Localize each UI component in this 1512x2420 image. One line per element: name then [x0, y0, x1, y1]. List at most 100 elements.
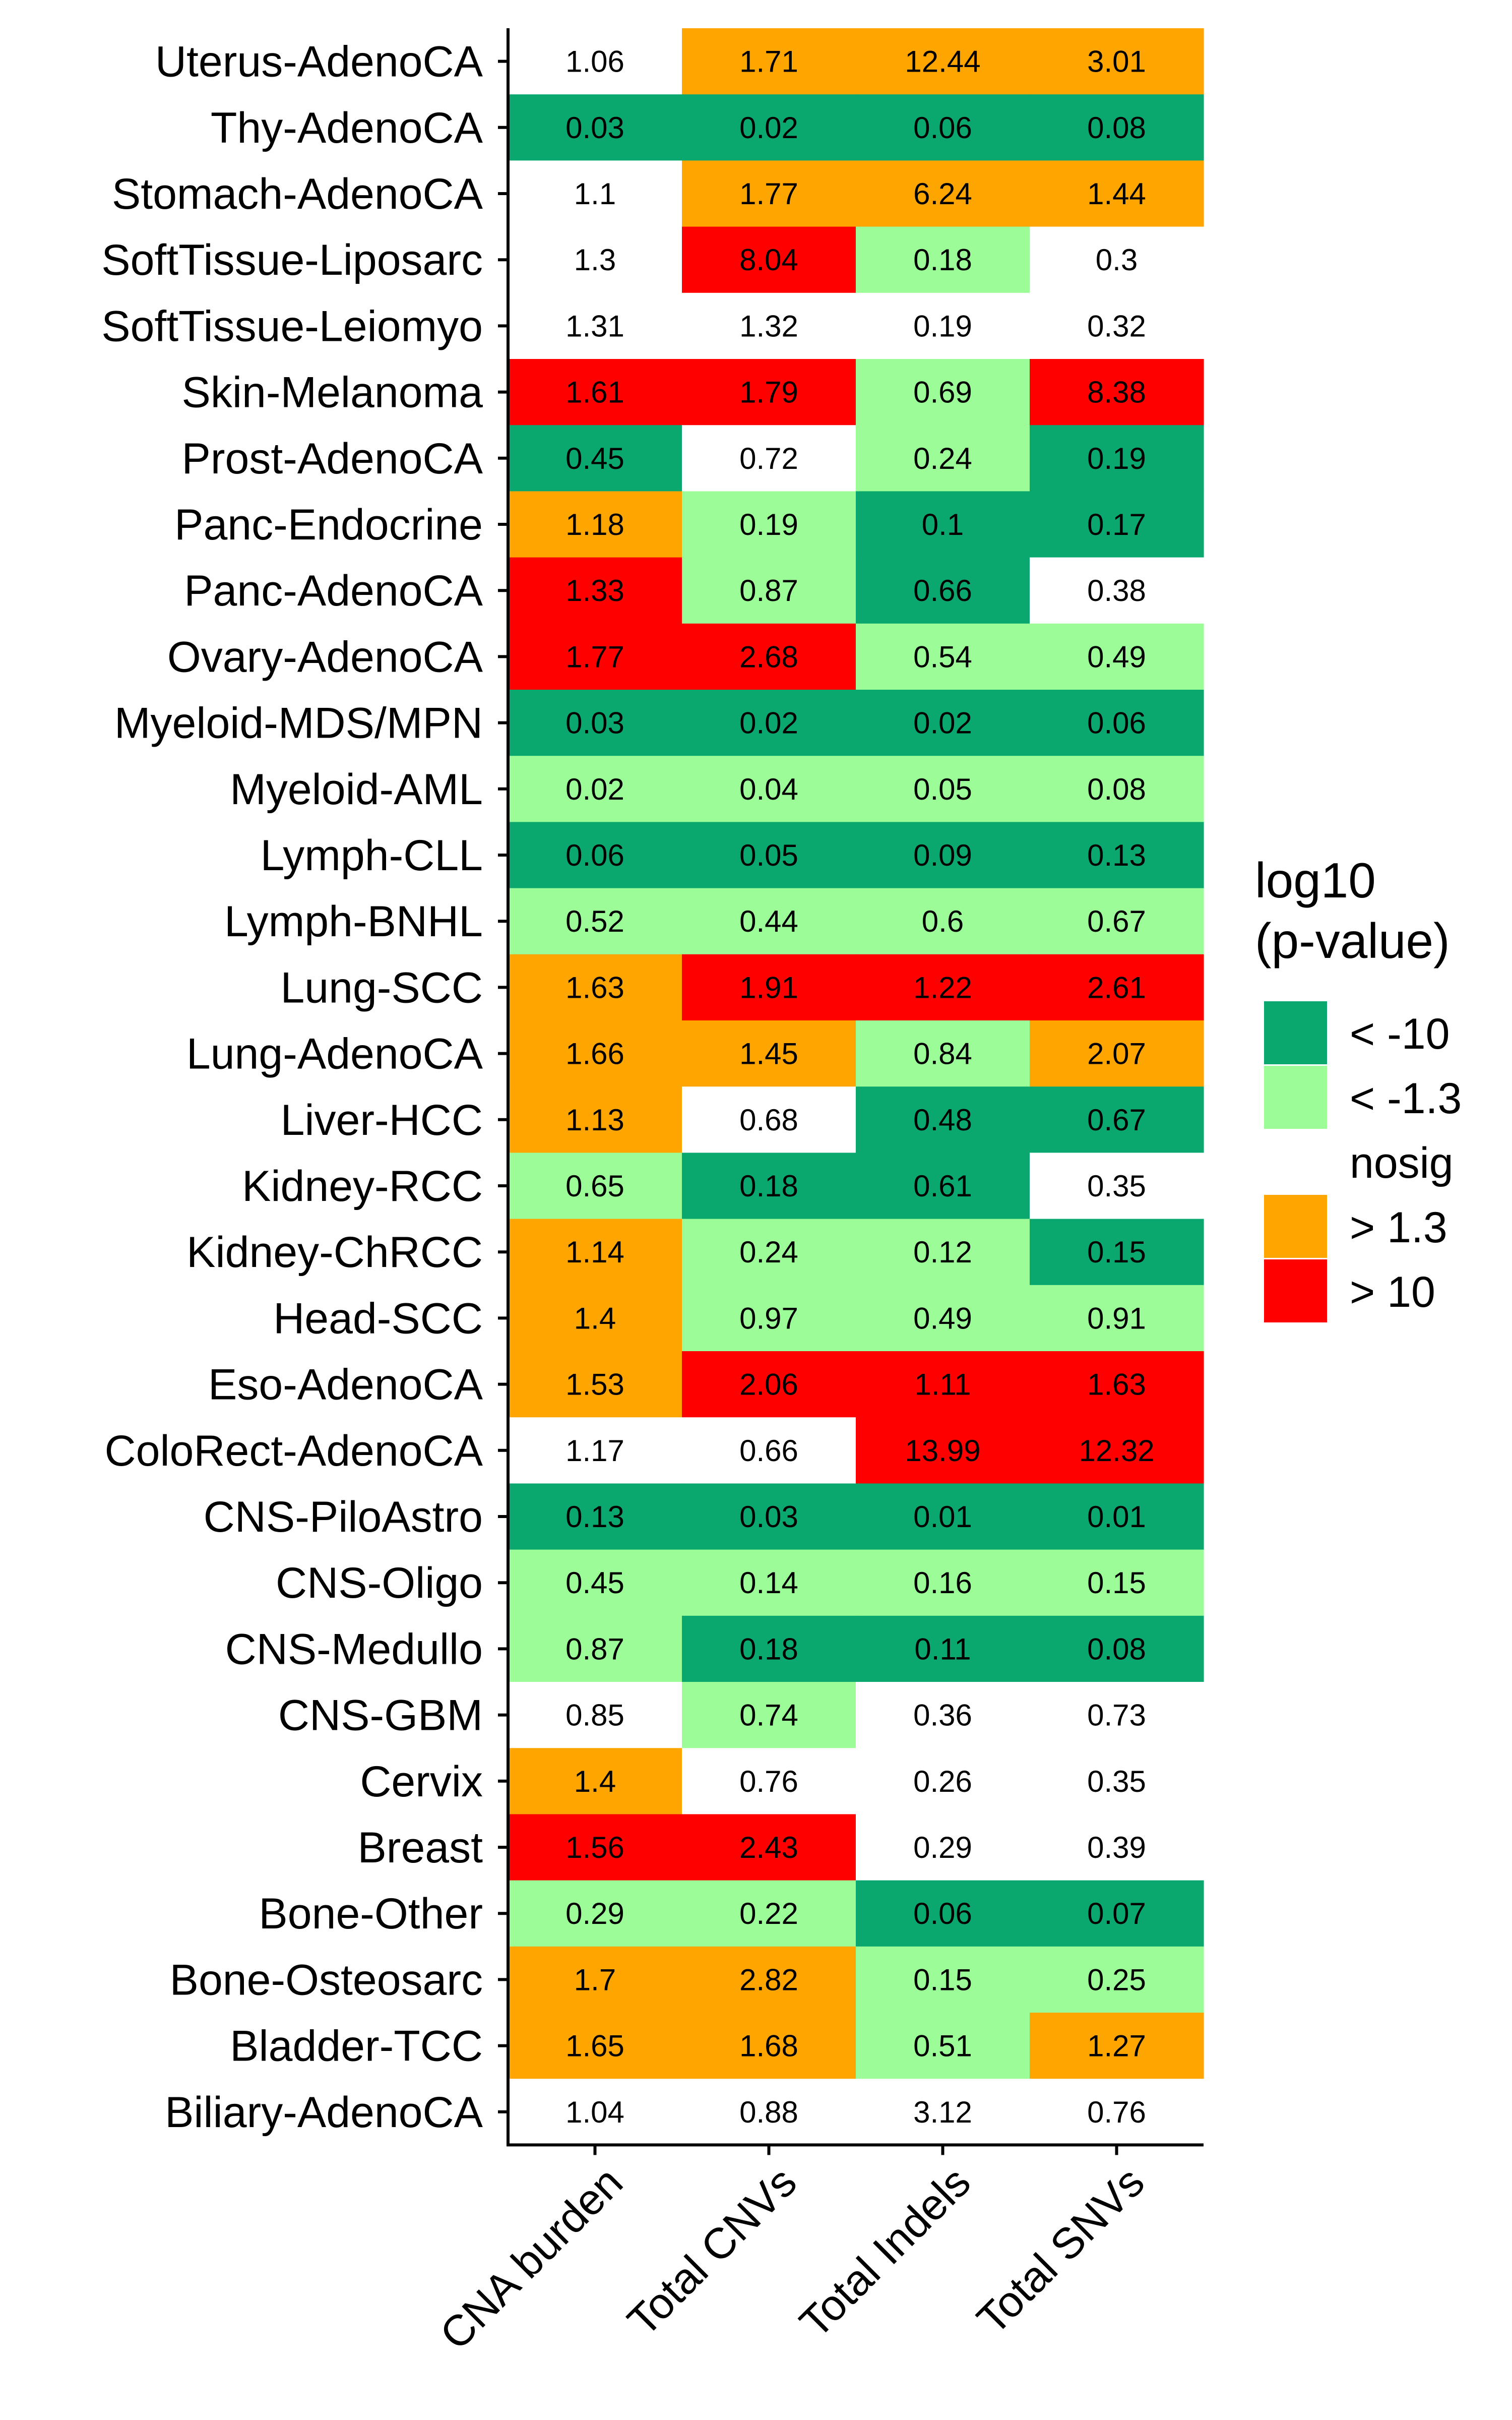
cell-value-label: 0.72: [739, 442, 798, 475]
cell-value-label: 0.52: [565, 904, 624, 938]
heatmap-cell: [508, 888, 682, 955]
heatmap-cell: [1030, 1946, 1204, 2013]
row-label: Lung-AdenoCA: [186, 1030, 483, 1078]
heatmap-cell: [1030, 226, 1204, 293]
row-label: SoftTissue-Liposarc: [101, 236, 483, 284]
cell-value-label: 0.26: [913, 1765, 972, 1798]
legend-swatch: [1264, 1195, 1327, 1258]
cell-value-label: 0.32: [1087, 309, 1146, 343]
cell-value-label: 0.19: [913, 309, 972, 343]
cell-value-label: 0.18: [739, 1169, 798, 1203]
legend-swatch: [1264, 1066, 1327, 1129]
row-label: Panc-AdenoCA: [184, 567, 483, 615]
cell-value-label: 0.06: [913, 111, 972, 145]
cell-value-label: 1.61: [565, 376, 624, 409]
cell-value-label: 1.33: [565, 574, 624, 608]
heatmap-cell: [1030, 1351, 1204, 1418]
cell-value-label: 0.17: [1087, 508, 1146, 541]
cell-value-label: 0.25: [1087, 1963, 1146, 1996]
heatmap-cell: [856, 1682, 1030, 1748]
row-label: Prost-AdenoCA: [181, 435, 483, 483]
cell-value-label: 1.7: [574, 1963, 616, 1996]
heatmap-cell: [1030, 1153, 1204, 1220]
cell-value-label: 0.76: [1087, 2095, 1146, 2129]
heatmap-cell: [856, 425, 1030, 492]
row-label: CNS-GBM: [278, 1691, 483, 1740]
cell-value-label: 1.18: [565, 508, 624, 541]
cell-value-label: 0.08: [1087, 772, 1146, 806]
heatmap-cell: [1030, 94, 1204, 161]
cell-value-label: 1.71: [739, 45, 798, 79]
cell-value-label: 0.49: [913, 1301, 972, 1335]
heatmap-cell: [1030, 1880, 1204, 1947]
column-label: CNA burden: [431, 2158, 632, 2359]
cell-value-label: 0.66: [913, 574, 972, 608]
cell-value-label: 1.27: [1087, 2029, 1146, 2063]
heatmap-cell: [1030, 160, 1204, 227]
row-label: Skin-Melanoma: [182, 369, 483, 417]
heatmap-cell: [508, 94, 682, 161]
heatmap-cell: [1030, 425, 1204, 492]
row-label: CNS-Oligo: [276, 1559, 483, 1607]
cell-value-label: 0.84: [913, 1037, 972, 1071]
heatmap-cell: [856, 1285, 1030, 1352]
cell-value-label: 0.45: [565, 1566, 624, 1600]
heatmap-cell: [1030, 1417, 1204, 1484]
cell-value-label: 0.36: [913, 1699, 972, 1732]
cell-value-label: 0.13: [565, 1500, 624, 1534]
cell-value-label: 2.06: [739, 1368, 798, 1402]
cell-value-label: 8.04: [739, 243, 798, 277]
heatmap-cell: [508, 1417, 682, 1484]
heatmap-cell: [1030, 1549, 1204, 1616]
cell-value-label: 1.77: [739, 177, 798, 211]
heatmap-cell: [508, 1020, 682, 1087]
heatmap-cell: [682, 1549, 856, 1616]
cell-value-label: 0.18: [739, 1632, 798, 1666]
cell-value-label: 0.74: [739, 1699, 798, 1732]
cell-value-label: 0.44: [739, 904, 798, 938]
heatmap-cell: [1030, 888, 1204, 955]
heatmap-cell: [682, 1417, 856, 1484]
cell-value-label: 0.03: [565, 706, 624, 740]
heatmap-cell: [856, 1153, 1030, 1220]
cell-value-label: 0.65: [565, 1169, 624, 1203]
row-label: Bone-Other: [259, 1890, 483, 1938]
cell-value-label: 1.77: [565, 640, 624, 674]
heatmap-cell: [508, 1682, 682, 1748]
cell-value-label: 1.68: [739, 2029, 798, 2063]
row-label: Stomach-AdenoCA: [112, 170, 483, 218]
cell-value-label: 0.76: [739, 1765, 798, 1798]
cell-value-label: 2.61: [1087, 971, 1146, 1004]
cell-value-label: 1.14: [565, 1235, 624, 1269]
heatmap-cell: [1030, 1682, 1204, 1748]
cell-value-label: 0.67: [1087, 1103, 1146, 1137]
cell-value-label: 1.17: [565, 1434, 624, 1468]
cell-value-label: 0.04: [739, 772, 798, 806]
legend-title-line2: (p-value): [1255, 913, 1450, 969]
row-label: Thy-AdenoCA: [211, 104, 483, 152]
column-label: Total SNVs: [968, 2158, 1154, 2344]
heatmap-cell: [856, 954, 1030, 1021]
cell-value-label: 2.07: [1087, 1037, 1146, 1071]
cell-value-label: 8.38: [1087, 376, 1146, 409]
heatmap-cell: [856, 1946, 1030, 2013]
heatmap-cell: [1030, 28, 1204, 95]
heatmap-cell: [508, 1880, 682, 1947]
heatmap-cell: [682, 94, 856, 161]
heatmap-cell: [856, 1880, 1030, 1947]
heatmap-cell: [1030, 2013, 1204, 2079]
cell-value-label: 1.53: [565, 1368, 624, 1402]
cell-value-label: 2.68: [739, 640, 798, 674]
cell-value-label: 0.02: [739, 111, 798, 145]
cell-value-label: 0.73: [1087, 1699, 1146, 1732]
cell-value-label: 0.14: [739, 1566, 798, 1600]
heatmap-cell: [508, 2079, 682, 2145]
cell-value-label: 1.4: [574, 1301, 616, 1335]
row-label: Uterus-AdenoCA: [155, 38, 483, 86]
cell-value-label: 0.35: [1087, 1765, 1146, 1798]
heatmap-cell: [1030, 1483, 1204, 1550]
heatmap-cell: [682, 623, 856, 690]
cell-value-label: 0.06: [913, 1897, 972, 1930]
row-label: Cervix: [360, 1758, 483, 1806]
axes: [498, 28, 1204, 2155]
